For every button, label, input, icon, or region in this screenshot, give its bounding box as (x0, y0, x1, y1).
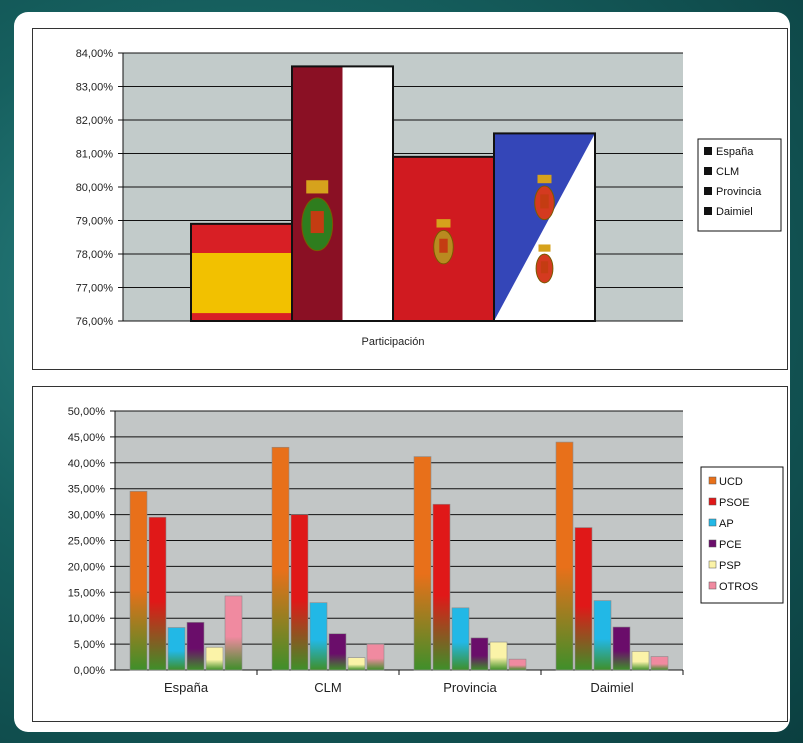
legend-label: UCD (719, 476, 743, 488)
crest-crown (538, 244, 551, 252)
crest-detail (439, 238, 448, 253)
bar-otros-daimiel (650, 656, 669, 671)
y-tick-label: 81,00% (76, 149, 114, 161)
flag-spain (191, 223, 292, 321)
x-category-label: Daimiel (590, 680, 633, 695)
x-category-label: CLM (314, 680, 341, 695)
crest-detail (310, 211, 324, 234)
legend-swatch (708, 560, 717, 569)
y-tick-label: 45,00% (68, 432, 106, 444)
legend-box (700, 466, 784, 604)
bar-ap-españa (167, 627, 186, 671)
crest-detail (540, 261, 549, 274)
y-tick-label: 80,00% (76, 182, 114, 194)
bar-ucd-clm (271, 446, 290, 671)
bar-otros-españa (224, 595, 243, 671)
legend-swatch (708, 581, 717, 590)
bar-psp-provincia (489, 641, 508, 671)
participation-chart: 84,00% 83,00% 82,00% 81,00% 80,00% 79,00% 78,0… (76, 48, 782, 348)
bar-españa (190, 222, 293, 323)
legend-swatch (704, 187, 712, 195)
bar-psoe-daimiel (574, 527, 593, 671)
legend-label: Daimiel (716, 206, 753, 218)
bar-otros-provincia (508, 658, 527, 671)
y-tick-label: 83,00% (76, 82, 114, 94)
legend-label: CLM (716, 166, 739, 178)
crest-detail (540, 194, 549, 209)
bar-pce-provincia (470, 637, 489, 671)
bar-daimiel (493, 132, 596, 323)
x-axis-label: Participación (362, 336, 425, 348)
bar-outline (493, 132, 596, 323)
legend-swatch (708, 497, 717, 506)
crest-crown (306, 180, 329, 194)
crest-crown (436, 219, 451, 228)
bar-psoe-españa (148, 516, 167, 671)
y-tick-label: 84,00% (76, 48, 114, 60)
legend-swatch (704, 147, 712, 155)
bar-psp-clm (347, 657, 366, 671)
y-tick-label: 78,00% (76, 249, 114, 261)
legend-swatch (708, 476, 717, 485)
y-tick-label: 20,00% (68, 561, 106, 573)
y-tick-label: 40,00% (68, 458, 106, 470)
legend-label: PSP (719, 560, 741, 572)
y-tick-label: 15,00% (68, 587, 106, 599)
y-tick-label: 77,00% (76, 283, 114, 295)
bar-psp-españa (205, 646, 224, 671)
y-tick-label: 0,00% (74, 665, 105, 677)
legend-swatch (704, 207, 712, 215)
legend-swatch (704, 167, 712, 175)
y-tick-label: 50,00% (68, 406, 106, 418)
crest-crown (537, 174, 552, 184)
legend-swatch (708, 518, 717, 527)
y-tick-label: 76,00% (76, 316, 114, 328)
y-tick-label: 30,00% (68, 510, 106, 522)
y-tick-label: 35,00% (68, 484, 106, 496)
flag-province (393, 156, 494, 321)
bar-pce-daimiel (612, 626, 631, 671)
results-chart-panel: 50,00% 45,00% 40,00% 35,00% 30,00% 25,00% 20,0… (32, 386, 788, 722)
bar-psoe-provincia (432, 503, 451, 671)
legend-label: PSOE (719, 497, 750, 509)
bar-ucd-daimiel (555, 441, 574, 671)
y-tick-label: 82,00% (76, 115, 114, 127)
bar-psoe-clm (290, 514, 309, 671)
participation-chart-panel: 84,00% 83,00% 82,00% 81,00% 80,00% 79,00% 78,0… (32, 28, 788, 370)
legend-label: PCE (719, 539, 742, 551)
bar-pce-españa (186, 622, 205, 671)
y-tick-label: 79,00% (76, 216, 114, 228)
bar-provincia (392, 155, 495, 322)
legend-swatch (708, 539, 717, 548)
x-category-label: España (164, 680, 209, 695)
flag-clm (292, 66, 393, 322)
legend-label: OTROS (719, 581, 758, 593)
bar-ap-daimiel (593, 600, 612, 671)
bar-ucd-provincia (413, 456, 432, 671)
bar-otros-clm (366, 643, 385, 671)
legend-label: AP (719, 518, 734, 530)
legend-label: España (716, 146, 754, 158)
y-tick-label: 10,00% (68, 613, 106, 625)
bar-clm (291, 65, 394, 323)
bar-ucd-españa (129, 490, 148, 671)
legend-label: Provincia (716, 186, 762, 198)
y-tick-label: 5,00% (74, 639, 105, 651)
bar-psp-daimiel (631, 651, 650, 671)
y-tick-label: 25,00% (68, 536, 106, 548)
bar-pce-clm (328, 633, 347, 671)
flag-daimiel (494, 133, 595, 321)
results-chart: 50,00% 45,00% 40,00% 35,00% 30,00% 25,00% 20,0… (68, 406, 784, 695)
bar-ap-clm (309, 602, 328, 671)
x-category-label: Provincia (443, 680, 497, 695)
bar-ap-provincia (451, 607, 470, 671)
